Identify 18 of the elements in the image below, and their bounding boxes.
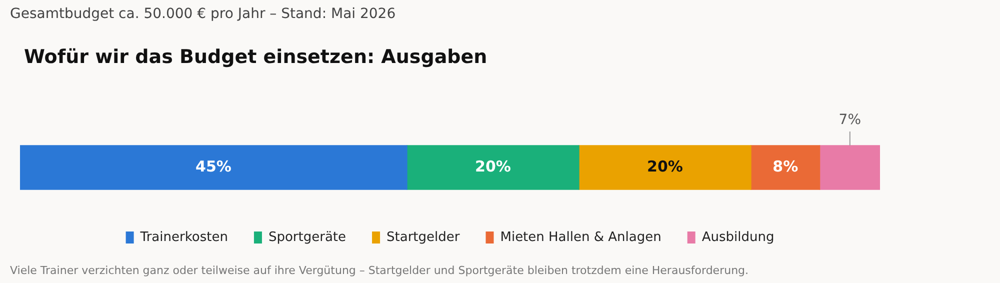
bar [20,145,408,190]
bar [406,145,580,190]
chart-title: Wofür wir das Budget einsetzen: Ausgaben [24,46,488,68]
legend-label: Trainerkosten [139,230,228,245]
bar [750,145,820,190]
bar [819,145,880,190]
data-label: 8% [772,157,798,176]
data-label: 20% [647,157,683,176]
text: Viele Trainer verzichten ganz oder teilweise auf ihre Vergütung – Startgelder und Sportgeräte bleiben trotzdem eine Herausforderung. [10,264,749,277]
data-label: 20% [475,157,511,176]
bar [578,145,752,190]
data-label: 7% [838,112,862,128]
legend-label: Startgelder [386,230,460,245]
data-label: 45% [196,157,232,176]
legend-label: Ausbildung [702,230,774,245]
chart-subtitle: Gesamtbudget ca. 50.000 € pro Jahr – Stand: Mai 2026 [10,6,396,22]
legend-label: Mieten Hallen & Anlagen [500,230,662,245]
legend-label: Sportgeräte [268,230,346,245]
